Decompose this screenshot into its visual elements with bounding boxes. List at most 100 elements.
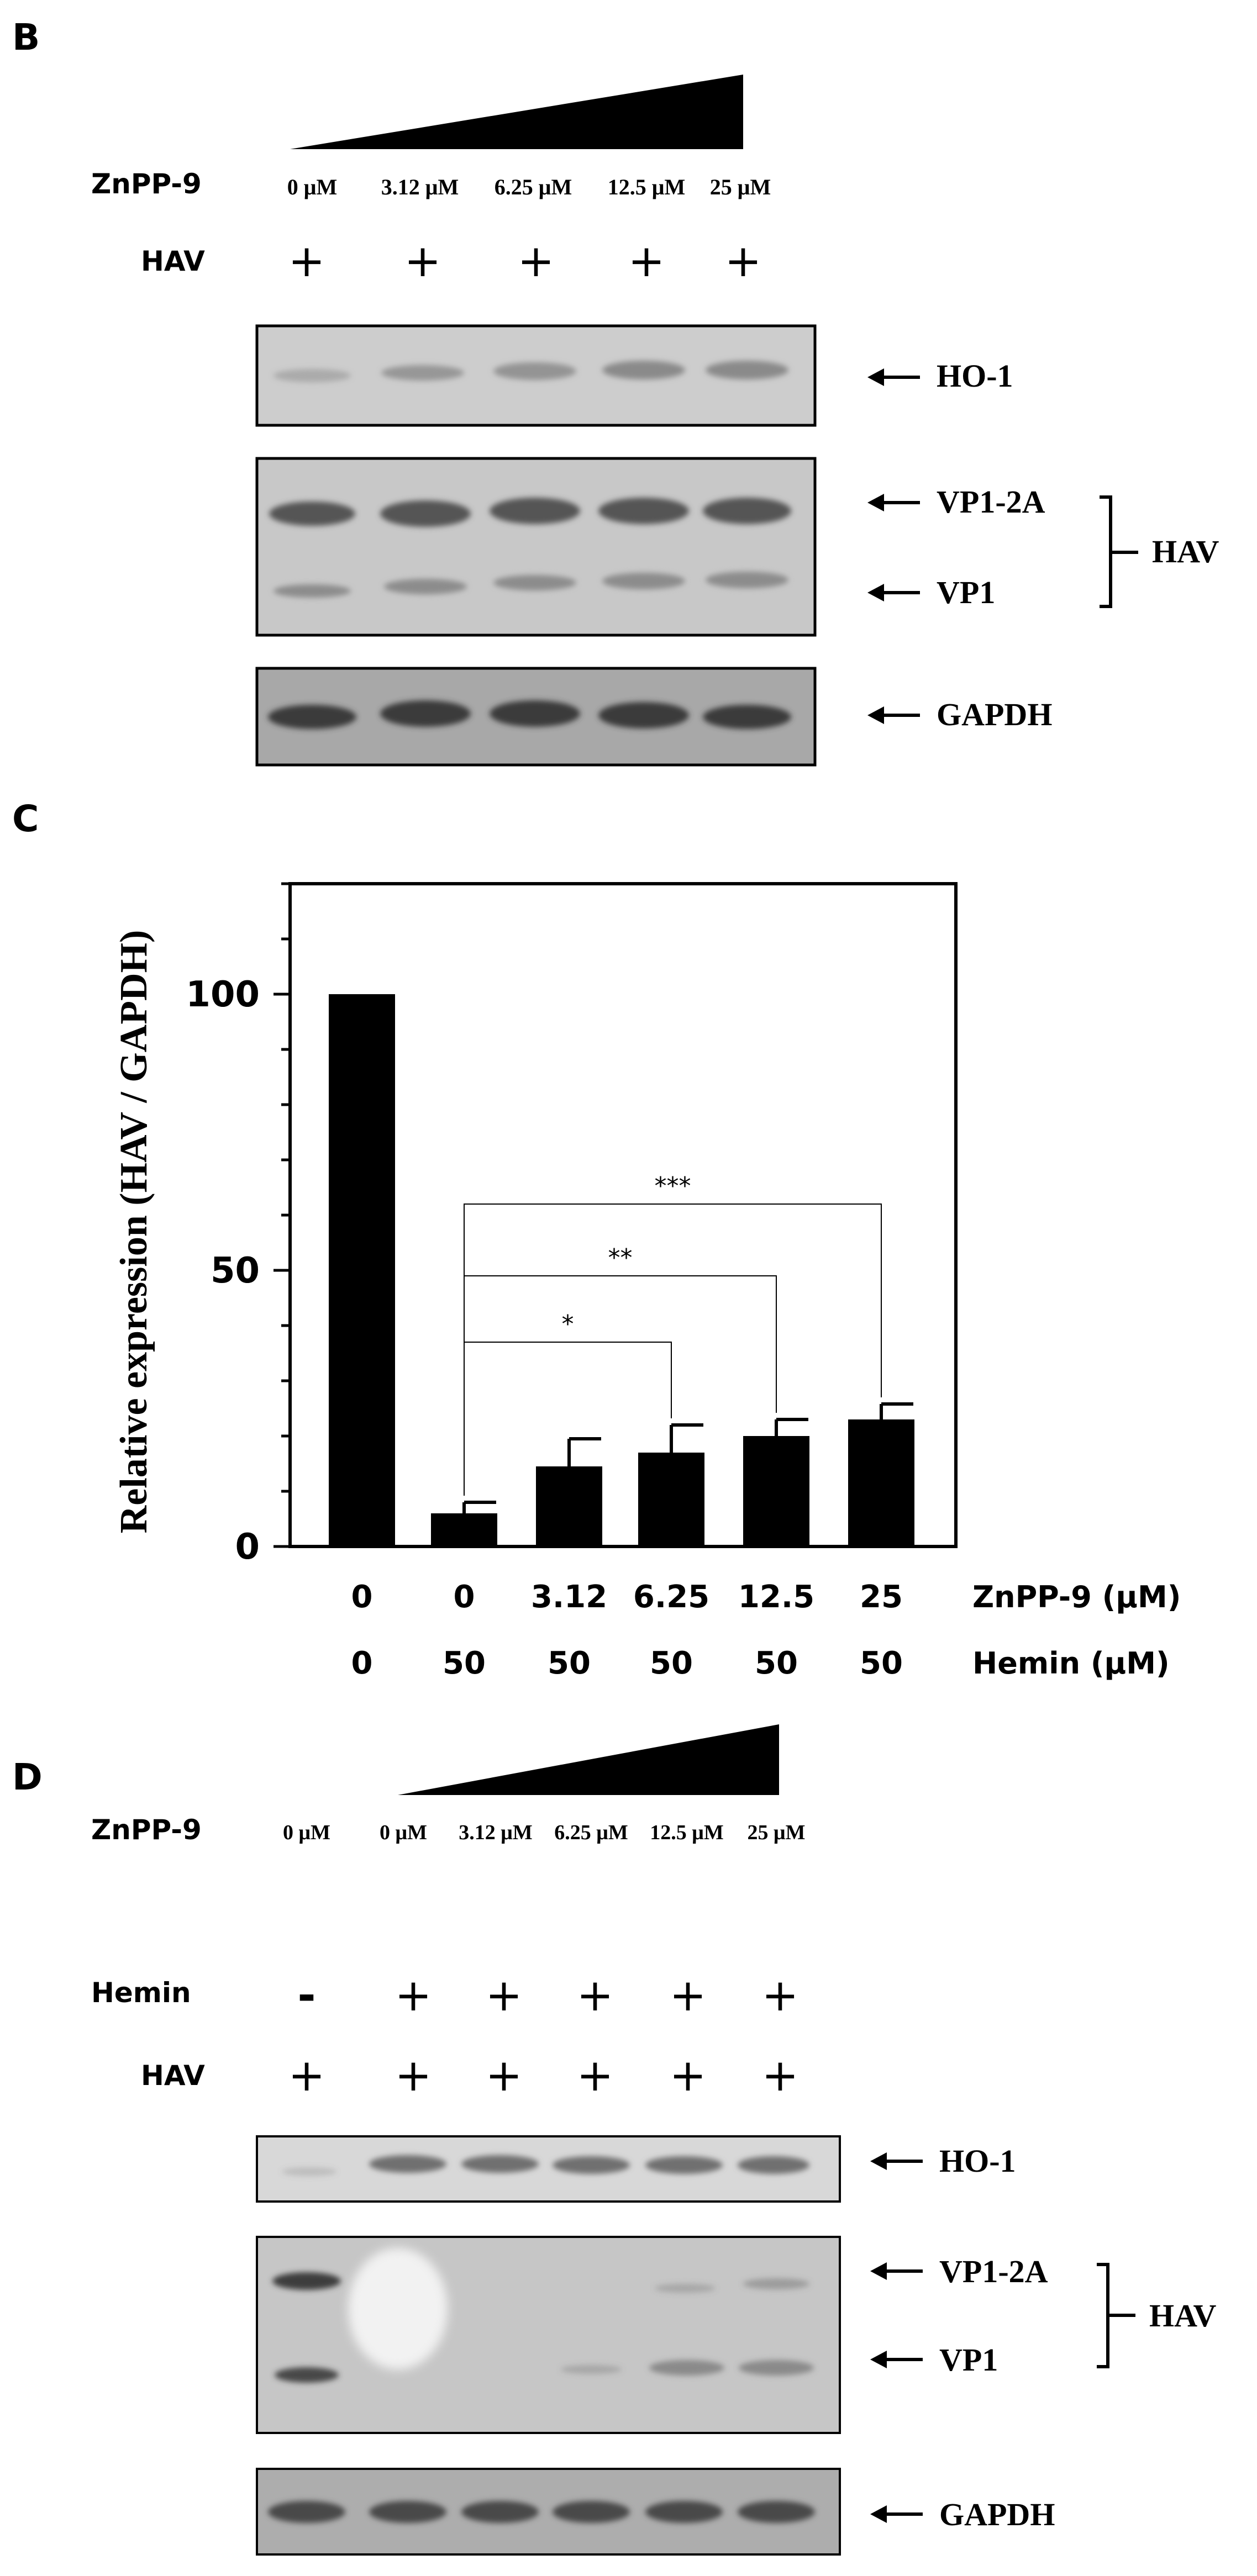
row-label-hemin: Hemin (μM)	[972, 1646, 1170, 1681]
significance-label: **	[608, 1244, 633, 1272]
plus-sign: +	[404, 235, 441, 287]
arrow-icon	[867, 584, 920, 601]
blot-label-vp1: VP1	[939, 2342, 998, 2378]
panel-b: B ZnPP-9 0 μM 3.12 μM 6.25 μM 12.5 μM 25…	[12, 16, 1219, 767]
dose-label: 12.5 μM	[650, 1821, 723, 1844]
plus-sign: +	[517, 235, 554, 287]
significance-brackets: ******	[464, 1172, 882, 1496]
x-tick-label-hemin: 50	[650, 1645, 693, 1681]
plus-sign: +	[669, 1970, 706, 2021]
minus-sign: -	[297, 1970, 315, 2021]
blot-hav	[255, 457, 817, 637]
dose-gradient-wedge	[398, 1724, 779, 1795]
error-bars	[462, 1402, 913, 1513]
blot-label-vp1-2a: VP1-2A	[939, 2253, 1048, 2289]
arrow-icon	[870, 2351, 923, 2368]
blot-hav	[256, 2236, 841, 2434]
arrow-icon	[870, 2152, 923, 2170]
blot-ho1	[256, 2135, 841, 2203]
blot-gapdh	[256, 2468, 841, 2556]
plus-sign: +	[485, 2050, 522, 2101]
arrow-icon	[867, 368, 920, 386]
x-tick-label-znpp: 0	[351, 1579, 373, 1615]
dose-label: 6.25 μM	[495, 175, 572, 199]
panel-c: C Relative expression (HAV / GAPDH) 0 50 1…	[12, 798, 1181, 1681]
hav-row-label: HAV	[141, 245, 205, 277]
panel-d: D ZnPP-9 0 μM 0 μM 3.12 μM 6.25 μM 12.5 …	[12, 1724, 1217, 2556]
x-axis-rows: 0 0 3.12 6.25 12.5 25 0 50 50 50 50 50 ZnPP-9 (μM) He…	[351, 1579, 1181, 1681]
x-tick-label-znpp: 25	[860, 1579, 903, 1615]
x-tick-label-znpp: 12.5	[738, 1579, 814, 1615]
plus-sign: +	[485, 1970, 522, 2021]
significance-bracket	[464, 1275, 777, 1496]
x-tick-label-hemin: 50	[860, 1645, 903, 1681]
blot-label-vp1-2a: VP1-2A	[937, 484, 1045, 520]
panel-d-letter: D	[12, 1756, 43, 1798]
blot-label-vp1: VP1	[937, 574, 995, 610]
plus-sign: +	[395, 2050, 432, 2101]
plus-sign: +	[669, 2050, 706, 2101]
bar	[536, 1466, 602, 1546]
plus-sign: +	[395, 1970, 432, 2021]
significance-bracket	[464, 1203, 882, 1496]
y-tick-label: 100	[186, 974, 260, 1015]
bar	[848, 1419, 914, 1546]
dose-label: 0 μM	[283, 1821, 330, 1844]
x-tick-label-znpp: 3.12	[531, 1579, 607, 1615]
plus-sign: +	[576, 1970, 613, 2021]
dose-label: 25 μM	[748, 1821, 806, 1844]
treatment-label: ZnPP-9	[91, 1814, 202, 1846]
plus-sign: +	[761, 1970, 798, 2021]
x-tick-label-hemin: 0	[351, 1645, 373, 1681]
hav-group-label: HAV	[1152, 534, 1219, 569]
y-tick-label: 0	[235, 1527, 260, 1567]
plus-sign: +	[288, 235, 325, 287]
significance-label: *	[562, 1310, 574, 1338]
treatment-label: ZnPP-9	[91, 168, 202, 200]
arrow-icon	[867, 494, 920, 511]
blot-label-ho1: HO-1	[939, 2143, 1016, 2179]
hav-row-label: HAV	[141, 2060, 205, 2092]
dose-label: 3.12 μM	[459, 1821, 532, 1844]
row-label-znpp: ZnPP-9 (μM)	[972, 1580, 1181, 1614]
plus-sign: +	[761, 2050, 798, 2101]
x-tick-label-hemin: 50	[755, 1645, 798, 1681]
bar	[329, 994, 395, 1546]
dose-label: 3.12 μM	[381, 175, 459, 199]
hemin-row-label: Hemin	[91, 1977, 191, 2009]
bracket	[1097, 2263, 1135, 2368]
arrow-icon	[870, 2505, 923, 2523]
y-axis-title: Relative expression (HAV / GAPDH)	[113, 930, 155, 1534]
plus-sign: +	[628, 235, 665, 287]
arrow-icon	[867, 706, 920, 724]
dose-label: 0 μM	[287, 175, 337, 199]
dose-label: 0 μM	[380, 1821, 427, 1844]
y-axis: 0 50 100	[186, 882, 290, 1567]
arrow-icon	[870, 2262, 923, 2280]
dose-label: 12.5 μM	[608, 175, 685, 199]
dose-gradient-wedge	[290, 75, 743, 149]
bar	[638, 1453, 704, 1546]
x-tick-label-znpp: 6.25	[633, 1579, 709, 1615]
blot-ho1	[255, 324, 817, 427]
blot-gapdh	[255, 667, 817, 767]
panel-c-letter: C	[12, 798, 39, 840]
blot-label-ho1: HO-1	[937, 358, 1013, 394]
dose-label: 6.25 μM	[554, 1821, 628, 1844]
bar	[431, 1513, 497, 1546]
significance-label: ***	[655, 1172, 691, 1200]
hav-group-label: HAV	[1149, 2298, 1217, 2334]
plus-sign: +	[576, 2050, 613, 2101]
plus-sign: +	[724, 235, 761, 287]
bracket	[1100, 495, 1138, 608]
blot-label-gapdh: GAPDH	[939, 2496, 1055, 2532]
panel-b-letter: B	[12, 16, 40, 59]
x-tick-label-hemin: 50	[443, 1645, 486, 1681]
bar	[743, 1436, 809, 1546]
y-tick-label: 50	[211, 1250, 260, 1291]
x-tick-label-znpp: 0	[454, 1579, 475, 1615]
plus-sign: +	[288, 2050, 325, 2101]
dose-label: 25 μM	[710, 175, 771, 199]
bars	[329, 994, 914, 1546]
